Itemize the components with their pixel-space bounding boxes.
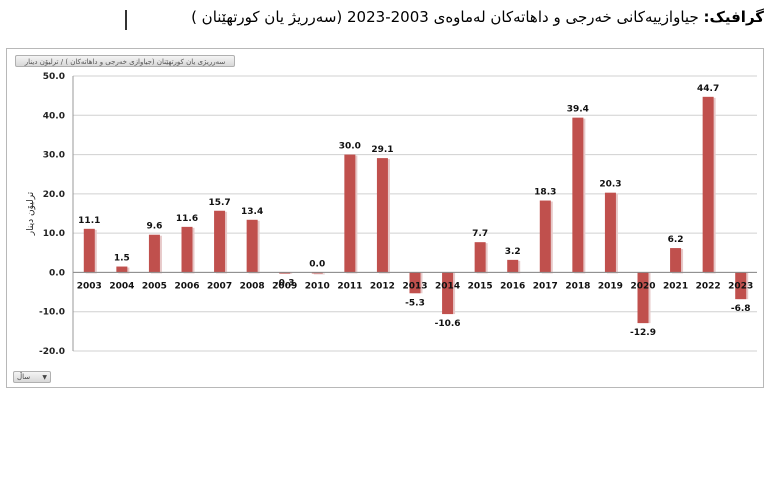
x-tick-label: 2022 bbox=[696, 281, 721, 291]
data-label: 9.6 bbox=[146, 222, 162, 232]
x-tick-label: 2023 bbox=[728, 281, 753, 291]
data-label: 15.7 bbox=[208, 198, 230, 208]
y-tick-label: 40.0 bbox=[43, 111, 65, 121]
x-tick-label: 2007 bbox=[207, 281, 232, 291]
data-label: 20.3 bbox=[599, 180, 621, 190]
x-tick-label: 2018 bbox=[565, 281, 590, 291]
data-label: -5.3 bbox=[405, 298, 425, 308]
x-tick-label: 2012 bbox=[370, 281, 395, 291]
bar bbox=[214, 210, 226, 273]
bar bbox=[116, 266, 128, 273]
bar bbox=[702, 96, 714, 273]
bar bbox=[311, 272, 323, 274]
text-cursor bbox=[125, 10, 127, 30]
data-label: 44.7 bbox=[697, 84, 719, 94]
chevron-down-icon: ▼ bbox=[42, 374, 47, 381]
bar bbox=[181, 226, 193, 273]
chart-panel: سەرریژی یان كورتهێنان (جیاوازی خەرجی و د… bbox=[6, 48, 764, 388]
page-title-text: جیاوازییەكانی خەرجی و داهاتەكان لەماوەی … bbox=[191, 8, 699, 26]
x-tick-label: 2011 bbox=[337, 281, 362, 291]
data-label: 18.3 bbox=[534, 188, 556, 198]
y-tick-label: 20.0 bbox=[43, 190, 65, 200]
x-tick-label: 2009 bbox=[272, 281, 297, 291]
x-tick-label: 2006 bbox=[174, 281, 199, 291]
page-title: گرافیک: جیاوازییەكانی خەرجی و داهاتەكان … bbox=[120, 8, 764, 32]
data-label: -12.9 bbox=[630, 328, 656, 338]
bar-chart: 50.0 40.0 30.0 20.0 10.0 0.0 -10.0 -20.0 ترلیۆن … bbox=[26, 72, 757, 357]
data-label: 30.0 bbox=[339, 142, 361, 152]
bar bbox=[604, 192, 616, 273]
x-tick-label: 2010 bbox=[305, 281, 330, 291]
bar bbox=[148, 234, 160, 273]
bar bbox=[735, 272, 747, 300]
data-label: 11.1 bbox=[78, 216, 100, 226]
bar bbox=[246, 219, 258, 273]
x-tick-label: 2008 bbox=[240, 281, 265, 291]
data-label: 11.6 bbox=[176, 214, 198, 224]
data-label: 1.5 bbox=[114, 254, 130, 264]
bar bbox=[83, 228, 95, 273]
x-tick-label: 2020 bbox=[630, 281, 655, 291]
y-tick-label: 30.0 bbox=[43, 151, 65, 161]
bar-shadow bbox=[313, 273, 325, 275]
x-field-dropdown[interactable]: ساڵ ▼ bbox=[13, 371, 51, 383]
x-tick-label: 2003 bbox=[77, 281, 102, 291]
x-tick-label: 2015 bbox=[468, 281, 493, 291]
bar bbox=[442, 272, 454, 315]
bar bbox=[637, 272, 649, 324]
y-tick-label: -20.0 bbox=[39, 347, 65, 357]
data-label: 39.4 bbox=[567, 105, 589, 115]
data-label: 7.7 bbox=[472, 229, 488, 239]
bar bbox=[507, 259, 519, 273]
data-label: -6.8 bbox=[731, 304, 751, 314]
y-tick-label: 10.0 bbox=[43, 229, 65, 239]
bar bbox=[539, 200, 551, 273]
x-tick-label: 2016 bbox=[500, 281, 525, 291]
bar bbox=[279, 272, 291, 274]
x-field-dropdown-label: ساڵ bbox=[17, 373, 31, 381]
x-tick-label: 2004 bbox=[109, 281, 134, 291]
y-axis-title: ترلیۆن دینار bbox=[26, 191, 36, 236]
data-label: 3.2 bbox=[505, 247, 521, 257]
x-tick-label: 2005 bbox=[142, 281, 167, 291]
y-tick-label: 0.0 bbox=[49, 268, 65, 278]
data-label: -10.6 bbox=[435, 319, 461, 329]
data-label: -0.3 bbox=[275, 279, 295, 289]
bar bbox=[572, 117, 584, 273]
y-tick-label: 50.0 bbox=[43, 72, 65, 82]
bar bbox=[409, 272, 421, 294]
x-tick-label: 2019 bbox=[598, 281, 623, 291]
bar bbox=[670, 248, 682, 273]
y-tick-label: -10.0 bbox=[39, 308, 65, 318]
x-tick-label: 2017 bbox=[533, 281, 558, 291]
data-label: 29.1 bbox=[371, 145, 393, 155]
x-tick-label: 2013 bbox=[402, 281, 427, 291]
page-title-label: گرافیک: bbox=[703, 8, 765, 26]
x-tick-label: 2021 bbox=[663, 281, 688, 291]
data-label: 13.4 bbox=[241, 207, 263, 217]
bar bbox=[474, 242, 486, 273]
series-field-button[interactable]: سەرریژی یان كورتهێنان (جیاوازی خەرجی و د… bbox=[15, 55, 235, 67]
bar bbox=[344, 154, 356, 273]
x-tick-label: 2014 bbox=[435, 281, 460, 291]
data-label: 6.2 bbox=[668, 235, 684, 245]
bar bbox=[376, 158, 388, 273]
data-label: 0.0 bbox=[309, 259, 325, 269]
